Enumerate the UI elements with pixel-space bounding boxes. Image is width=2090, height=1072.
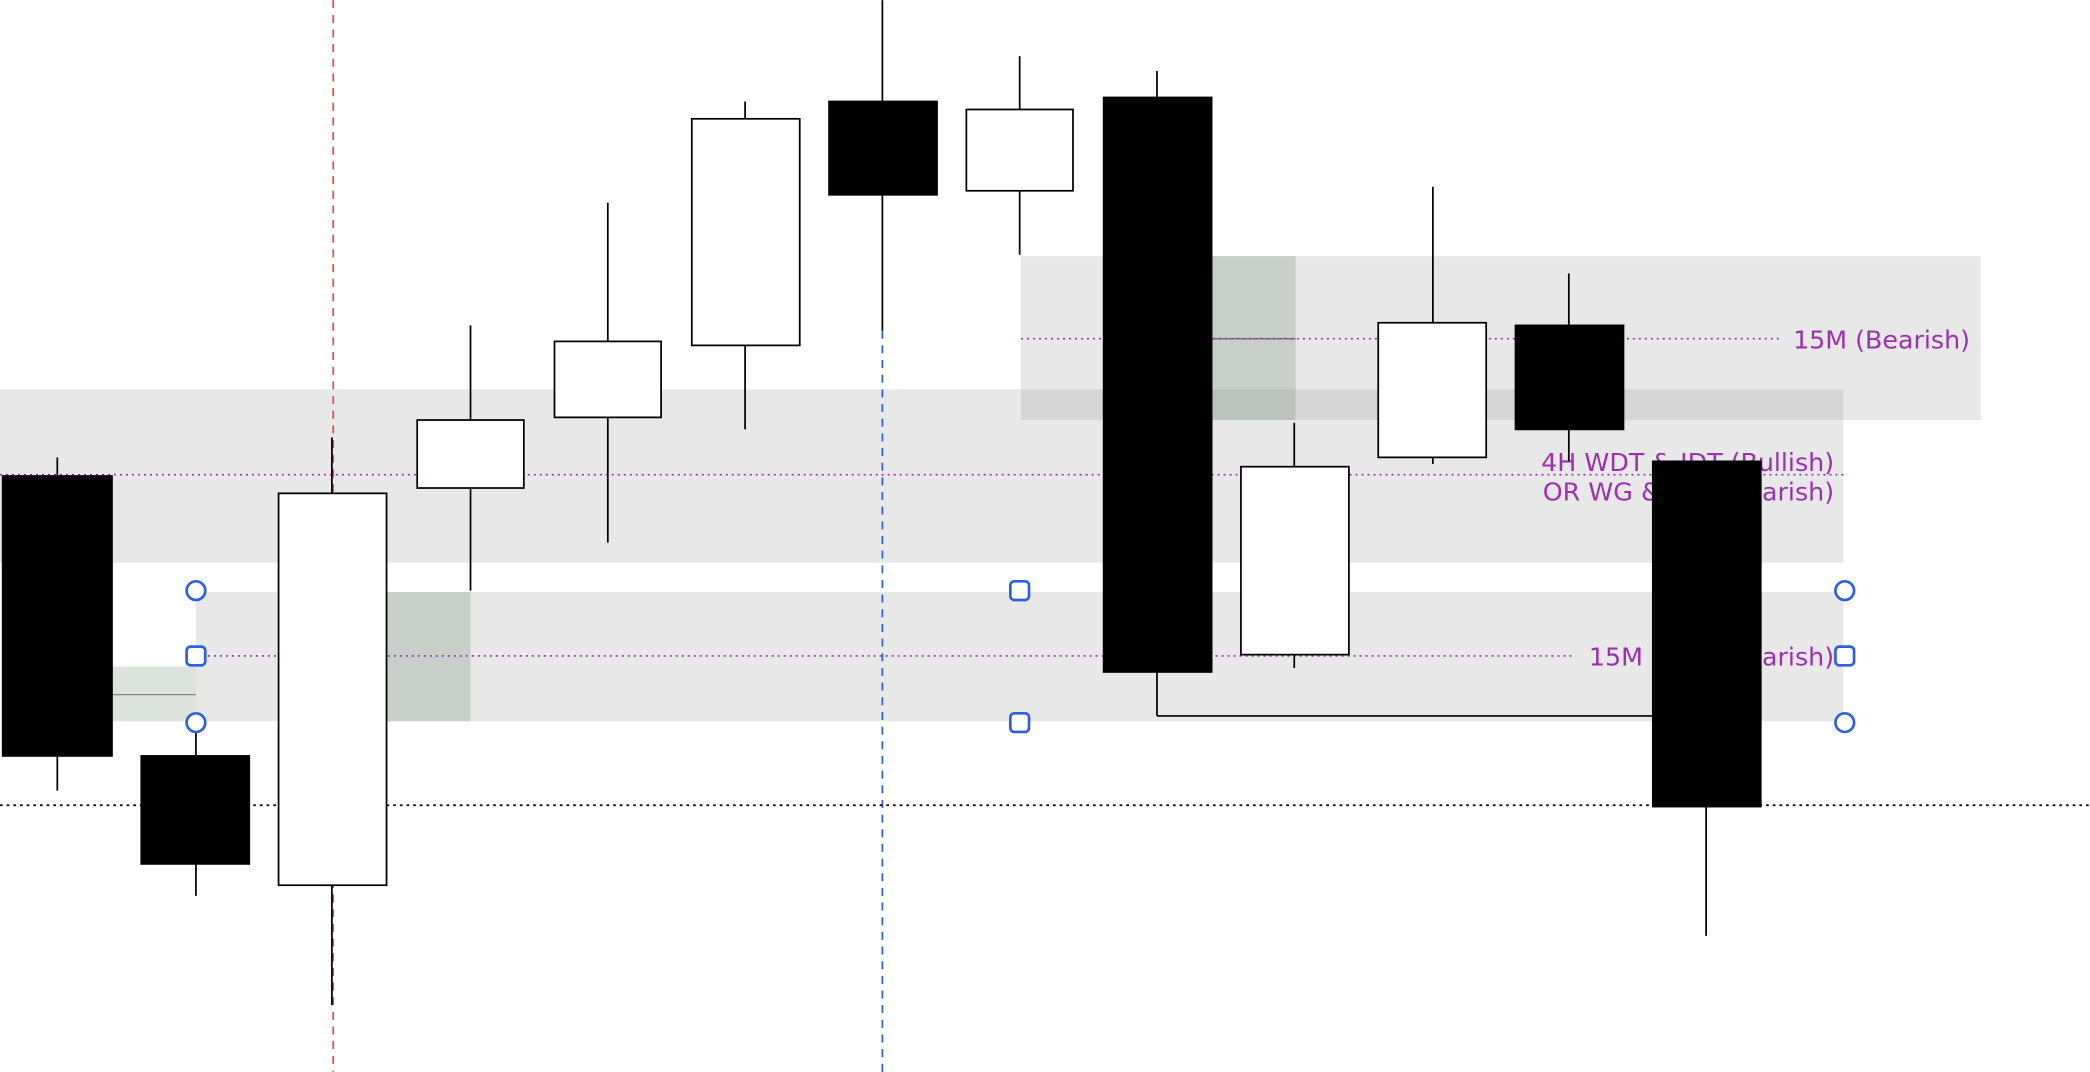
candle-body <box>1651 460 1762 808</box>
candle-body <box>416 419 525 489</box>
candle-body <box>965 108 1074 192</box>
candle-body <box>140 755 251 865</box>
candle-body <box>1 475 113 757</box>
candle-body <box>185 645 207 667</box>
candle-body <box>553 340 662 419</box>
candle-body <box>1240 465 1350 656</box>
zone-overlap <box>386 591 471 722</box>
handle <box>1834 711 1856 734</box>
candle-body <box>1009 711 1031 734</box>
candle-body <box>1009 579 1031 602</box>
candles <box>1 0 1762 1006</box>
candle-body <box>1834 645 1856 667</box>
drawing-handles[interactable] <box>185 579 1856 734</box>
handle <box>185 579 207 602</box>
candle-body <box>828 100 938 196</box>
handle <box>1834 579 1856 602</box>
candle-body <box>277 492 388 887</box>
candle-body <box>1102 96 1213 673</box>
candle-body <box>690 117 801 347</box>
candle-body <box>1514 324 1625 431</box>
zone-label: 15M (Bearish) <box>1793 324 1970 354</box>
handle <box>185 711 207 734</box>
candle-body <box>1377 321 1488 459</box>
